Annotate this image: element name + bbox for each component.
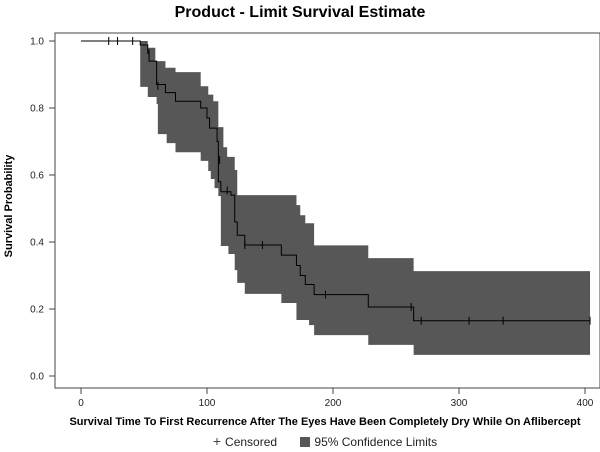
svg-text:200: 200 xyxy=(325,398,342,409)
x-axis: 0 100 200 300 400 xyxy=(78,388,594,409)
svg-text:0: 0 xyxy=(78,398,84,409)
confidence-band xyxy=(81,41,591,355)
legend-label-confidence: 95% Confidence Limits xyxy=(314,435,438,449)
plot-frame xyxy=(54,32,600,389)
svg-text:100: 100 xyxy=(199,398,216,409)
svg-text:400: 400 xyxy=(577,398,594,409)
legend-item-confidence: 95% Confidence Limits xyxy=(300,435,437,449)
svg-text:0.0: 0.0 xyxy=(30,372,44,383)
legend: + Censored 95% Confidence Limits xyxy=(0,433,600,449)
plus-marker-icon: + xyxy=(212,433,222,449)
y-axis-label: Survival Probability xyxy=(3,154,15,258)
x-axis-label: Survival Time To First Recurrence After … xyxy=(69,416,581,428)
svg-text:1.0: 1.0 xyxy=(30,37,44,48)
chart-title: Product - Limit Survival Estimate xyxy=(174,4,426,21)
legend-label-censored: Censored xyxy=(225,435,278,449)
svg-text:300: 300 xyxy=(451,398,468,409)
survival-curve xyxy=(81,40,591,322)
square-swatch-icon xyxy=(300,437,311,447)
svg-text:0.6: 0.6 xyxy=(30,171,44,182)
y-axis: 0.0 0.2 0.4 0.6 0.8 1.0 xyxy=(30,37,55,383)
svg-text:0.2: 0.2 xyxy=(30,305,44,316)
svg-text:0.8: 0.8 xyxy=(30,104,44,115)
legend-item-censored: + Censored xyxy=(213,433,277,449)
svg-text:0.4: 0.4 xyxy=(30,238,44,249)
censored-markers xyxy=(108,37,591,325)
